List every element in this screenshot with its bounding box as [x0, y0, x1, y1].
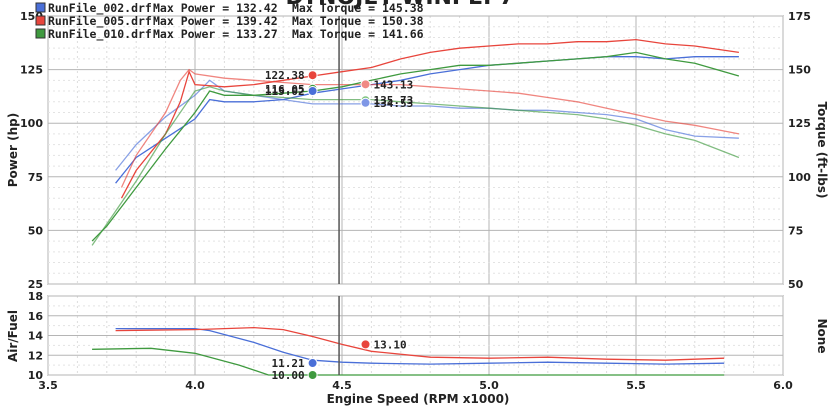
airfuel-tick-label: 12	[28, 349, 43, 362]
data-marker-label: 115.02	[265, 85, 305, 98]
x-axis-label: Engine Speed (RPM x1000)	[327, 392, 510, 406]
torque-tick-label: 150	[788, 64, 811, 77]
airfuel-tick-label: 18	[28, 290, 43, 303]
data-marker-label: 122.38	[265, 69, 305, 82]
chart-title: DYNOJET WINPEP7	[285, 0, 514, 10]
rpm-tick-label: 5.5	[626, 379, 646, 392]
airfuel-tick-label: 10	[28, 369, 44, 382]
legend-torque-run-010: Max Torque = 141.66	[292, 27, 424, 41]
torque-axis-tick-labels: 50 75 100 125 150 175	[788, 10, 811, 291]
series-line-torque-3[interactable]	[120, 68, 740, 188]
data-marker[interactable]	[360, 97, 371, 108]
rpm-tick-label: 6.0	[773, 379, 793, 392]
rpm-axis-tick-labels: 3.5 4.0 4.5 5.0 5.5 6.0	[38, 379, 793, 392]
legend-file-run-002: RunFile_002.drf	[48, 1, 152, 16]
legend-power-run-005: Max Power = 139.42	[153, 14, 278, 28]
airfuel-tick-label: 16	[28, 310, 44, 323]
airfuel-tick-label: 14	[28, 330, 44, 343]
data-marker[interactable]	[360, 79, 371, 90]
legend-swatch-run-002[interactable]	[35, 2, 46, 13]
rpm-tick-label: 4.5	[332, 379, 352, 392]
torque-tick-label: 75	[788, 224, 803, 237]
data-marker[interactable]	[360, 339, 371, 350]
data-marker-label: 135.73	[374, 94, 414, 107]
power-plot-frame	[47, 15, 784, 285]
data-marker-label: 134.53	[374, 97, 414, 110]
data-marker[interactable]	[307, 70, 318, 81]
legend-file-run-010: RunFile_010.drf	[48, 27, 152, 42]
airfuel-series-line-2[interactable]	[92, 347, 725, 376]
data-marker-label: 10.00	[271, 369, 304, 382]
airfuel-plot-lines	[92, 326, 725, 376]
airfuel-series-line-0[interactable]	[115, 327, 725, 365]
torque-tick-label: 175	[788, 10, 811, 23]
data-marker[interactable]	[307, 358, 318, 369]
series-line-power-2[interactable]	[120, 38, 739, 199]
series-line-power-4[interactable]	[91, 51, 740, 242]
power-tick-label: 125	[20, 64, 43, 77]
data-marker-label: 143.13	[374, 78, 414, 91]
series-line-torque-5[interactable]	[91, 86, 740, 246]
data-marker-label: 13.10	[374, 338, 407, 351]
legend-swatch-run-010[interactable]	[35, 28, 46, 39]
airfuel-series-line-1[interactable]	[115, 326, 725, 361]
torque-tick-label: 125	[788, 117, 811, 130]
rpm-tick-label: 5.0	[479, 379, 499, 392]
power-tick-label: 75	[28, 171, 43, 184]
power-tick-label: 25	[28, 278, 43, 291]
torque-tick-label: 100	[788, 171, 811, 184]
data-marker-label: 11.21	[271, 357, 304, 370]
power-plot-grid	[47, 15, 784, 285]
power-tick-label: 50	[28, 224, 44, 237]
rpm-tick-label: 3.5	[38, 379, 58, 392]
power-tick-label: 100	[20, 117, 43, 130]
torque-axis-label: Torque (ft-lbs)	[815, 102, 829, 199]
legend-swatch-run-005[interactable]	[35, 15, 46, 26]
airfuel-right-axis-label: None	[815, 319, 829, 354]
legend-file-run-005: RunFile_005.drf	[48, 14, 152, 29]
legend-power-run-010: Max Power = 133.27	[153, 27, 278, 41]
rpm-tick-label: 4.0	[185, 379, 205, 392]
airfuel-axis-label: Air/Fuel	[6, 310, 20, 362]
legend-torque-run-002: Max Torque = 145.38	[292, 1, 424, 15]
series-line-power-0[interactable]	[115, 56, 739, 184]
torque-tick-label: 50	[788, 278, 804, 291]
legend-power-run-002: Max Power = 132.42	[153, 1, 278, 15]
legend-torque-run-005: Max Torque = 150.38	[292, 14, 424, 28]
data-marker[interactable]	[307, 370, 318, 380]
power-axis-label: Power (hp)	[6, 113, 20, 187]
data-marker[interactable]	[307, 85, 318, 96]
legend: RunFile_002.drf Max Power = 132.42 Max T…	[35, 1, 424, 42]
data-marker-label: 116.05	[265, 83, 305, 96]
airfuel-axis-tick-labels: 10 12 14 16 18	[28, 290, 44, 382]
power-plot-lines	[91, 38, 740, 246]
